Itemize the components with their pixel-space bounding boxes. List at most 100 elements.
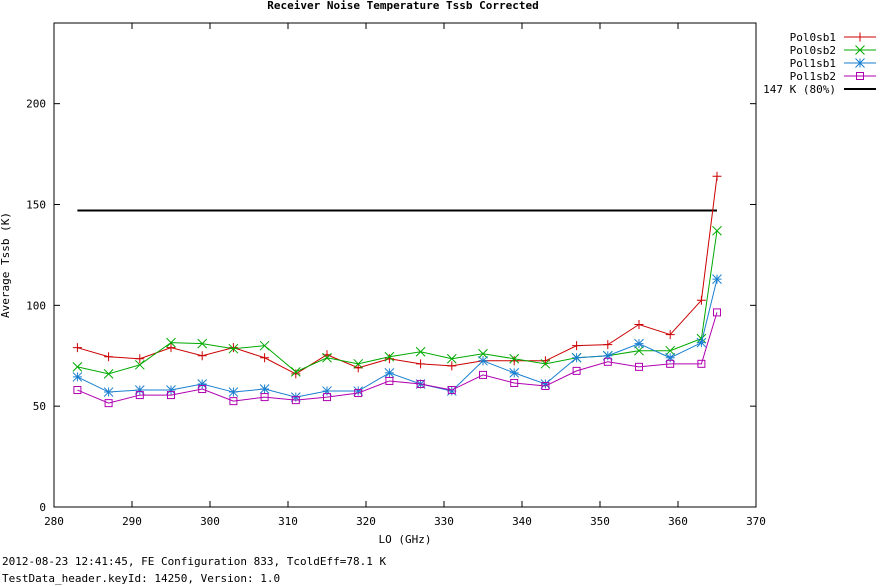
data-point: [572, 366, 581, 375]
data-point: [135, 354, 145, 364]
data-point: [540, 358, 551, 369]
data-point: [198, 385, 207, 394]
data-point: [384, 351, 395, 362]
data-point: [712, 274, 722, 284]
series-line: [77, 176, 718, 375]
y-axis-label: Average Tssb (K): [0, 212, 12, 318]
chart: Receiver Noise Temperature Tssb Correcte…: [0, 0, 876, 546]
data-point: [73, 386, 82, 395]
data-point: [166, 385, 176, 395]
data-point: [541, 382, 550, 390]
data-point: [572, 341, 582, 351]
data-point: [322, 386, 332, 396]
x-tick-label: 350: [590, 515, 610, 528]
series-line: [77, 230, 718, 375]
data-point: [665, 352, 676, 363]
legend-marker: [856, 72, 864, 80]
data-point: [72, 361, 83, 372]
data-point: [602, 350, 613, 361]
data-point: [634, 345, 644, 356]
data-point: [713, 308, 721, 317]
data-point: [259, 340, 270, 351]
data-point: [571, 352, 582, 363]
data-point: [479, 370, 487, 379]
data-point: [103, 369, 114, 379]
legend-label: Pol0sb1: [790, 31, 836, 44]
data-point: [509, 353, 520, 364]
y-tick-label: 150: [26, 199, 46, 212]
data-point: [166, 343, 176, 353]
legend-label: Pol0sb2: [790, 44, 836, 57]
data-point: [290, 367, 301, 377]
data-point: [353, 363, 363, 373]
series-line: [77, 278, 718, 398]
y-tick-label: 200: [26, 98, 46, 111]
data-point: [291, 369, 301, 379]
legend-label: Pol1sb1: [790, 57, 836, 70]
series-Pol1sb1: [72, 274, 722, 402]
data-point: [666, 359, 675, 368]
data-point: [478, 348, 488, 359]
plot-area: [53, 22, 757, 508]
data-point: [384, 368, 395, 378]
legend-marker: [855, 32, 865, 42]
data-point: [134, 385, 145, 395]
footer-version-line: TestData_header.keyId: 14250, Version: 1…: [2, 572, 281, 585]
data-point: [322, 352, 332, 363]
chart-title: Receiver Noise Temperature Tssb Correcte…: [267, 0, 539, 12]
data-point: [416, 379, 425, 388]
data-point: [665, 345, 676, 356]
data-point: [72, 372, 83, 382]
legend-marker: [855, 58, 865, 68]
data-point: [291, 396, 300, 405]
data-point: [509, 368, 520, 378]
data-point: [447, 361, 457, 371]
data-point: [635, 362, 643, 371]
y-tick-label: 50: [33, 400, 46, 413]
data-point: [416, 359, 426, 369]
data-point: [634, 319, 644, 329]
data-point: [166, 337, 176, 348]
data-point: [228, 343, 238, 353]
x-tick-label: 320: [356, 515, 376, 528]
data-point: [197, 351, 207, 361]
data-point: [696, 295, 706, 305]
data-point: [260, 393, 269, 402]
x-tick-label: 310: [278, 515, 298, 528]
x-tick-label: 290: [122, 515, 142, 528]
x-tick-label: 280: [44, 515, 64, 528]
data-point: [323, 393, 331, 402]
x-tick-label: 330: [434, 515, 454, 528]
data-point: [104, 399, 113, 408]
series-Pol1sb2: [73, 308, 721, 408]
data-point: [478, 355, 488, 366]
series-Pol0sb2: [72, 225, 722, 379]
data-point: [167, 391, 175, 400]
data-point: [104, 352, 114, 362]
data-point: [228, 387, 239, 397]
data-point: [353, 358, 364, 369]
legend-label: Pol1sb2: [790, 70, 836, 83]
data-point: [712, 171, 722, 181]
series-line: [77, 312, 718, 404]
series-Pol0sb1: [72, 171, 722, 379]
x-axis-label: LO (GHz): [379, 533, 432, 546]
data-point: [540, 379, 551, 389]
data-point: [103, 387, 114, 397]
data-point: [509, 356, 519, 366]
x-tick-label: 370: [746, 515, 766, 528]
data-point: [354, 389, 363, 398]
legend-label: 147 K (80%): [763, 83, 836, 96]
data-point: [712, 225, 722, 236]
data-point: [447, 386, 456, 395]
y-tick-label: 0: [39, 501, 46, 514]
data-point: [446, 386, 457, 396]
data-point: [603, 340, 613, 350]
data-point: [696, 337, 707, 348]
data-point: [446, 353, 457, 364]
data-point: [665, 330, 675, 340]
data-point: [134, 359, 145, 370]
data-point: [135, 391, 144, 400]
x-tick-label: 360: [668, 515, 688, 528]
footer-info-line: 2012-08-23 12:41:45, FE Configuration 83…: [2, 555, 387, 568]
